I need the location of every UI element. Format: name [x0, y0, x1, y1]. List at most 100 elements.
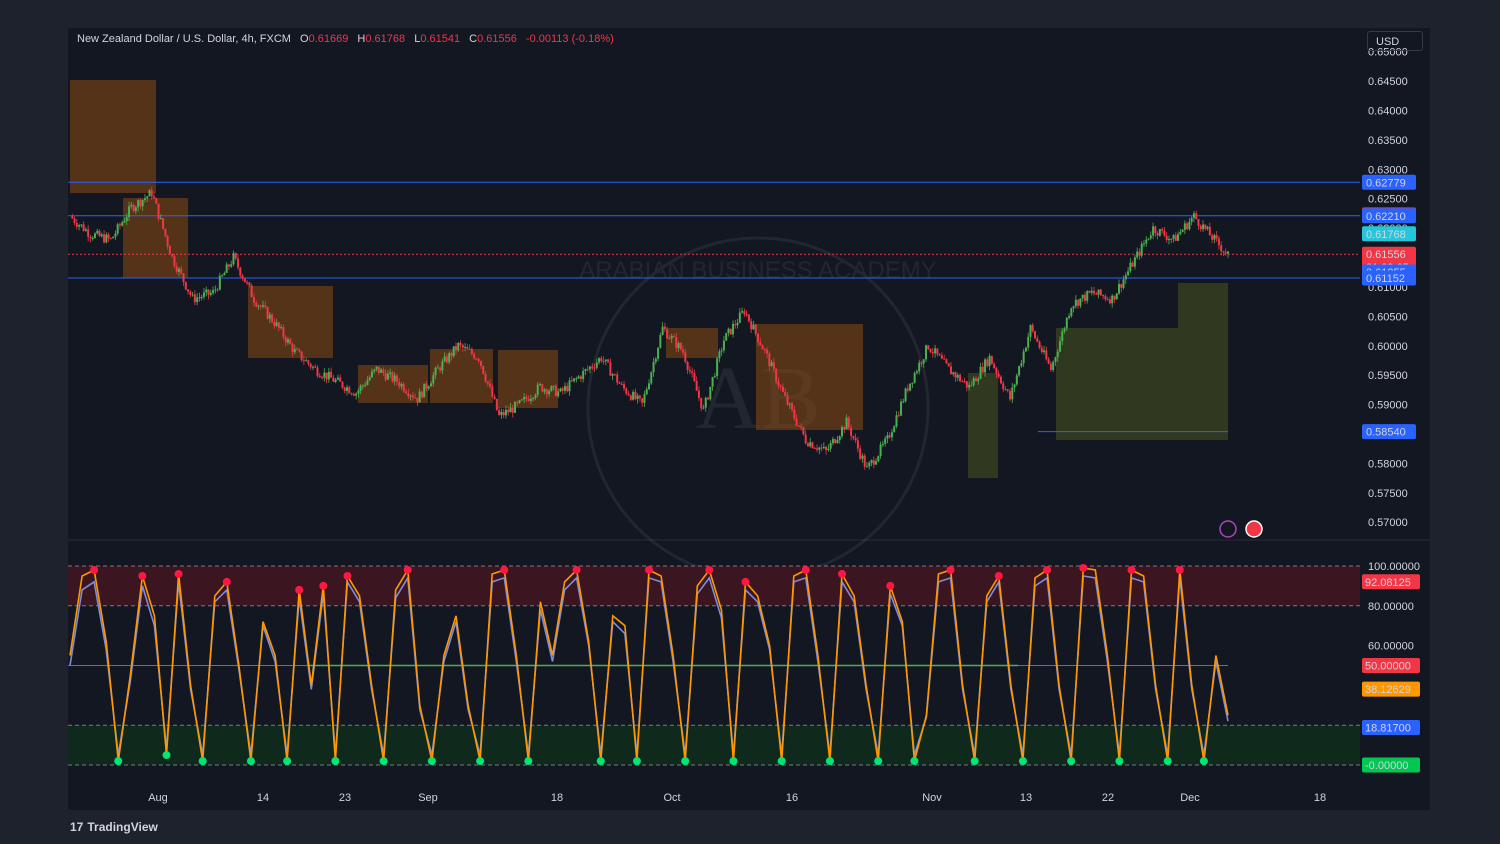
price-level-label: 0.61768 — [1366, 229, 1406, 241]
candle-body — [886, 435, 889, 439]
oversold-signal-dot — [476, 757, 485, 766]
oversold-signal-dot — [681, 757, 690, 766]
candle-body — [262, 305, 264, 307]
stoch-value-label: 38.12629 — [1365, 684, 1411, 696]
candle-body — [1102, 295, 1105, 297]
candle-body — [221, 275, 224, 277]
candle-body — [1095, 293, 1098, 295]
candle-body — [191, 294, 194, 296]
candle-body — [439, 367, 442, 371]
candle-body — [1122, 279, 1125, 288]
candle-body — [554, 385, 557, 397]
chart-svg[interactable]: ABARABIAN BUSINESS ACADEMY0.650000.64500… — [68, 28, 1430, 810]
candle-body — [620, 383, 623, 385]
candle-body — [364, 384, 367, 386]
candle-body — [395, 375, 398, 382]
candle-body — [193, 294, 196, 303]
candle-body — [893, 426, 896, 433]
candle-body — [1213, 235, 1216, 240]
candle-body — [355, 393, 358, 396]
candle-body — [159, 218, 162, 220]
candle-body — [816, 448, 819, 450]
candle-body — [906, 388, 909, 391]
overbought-signal-dot — [1079, 563, 1088, 572]
overbought-signal-dot — [500, 565, 509, 574]
candle-body — [1188, 221, 1191, 230]
candle-body — [71, 216, 74, 219]
candle-body — [525, 397, 528, 400]
overbought-signal-dot — [403, 565, 412, 574]
candle-body — [1202, 224, 1205, 230]
candle-body — [645, 389, 648, 395]
candle-body — [250, 285, 253, 298]
candle-body — [75, 222, 78, 227]
candle-body — [327, 371, 330, 380]
candle-body — [600, 358, 603, 361]
candle-body — [452, 346, 455, 357]
oversold-signal-dot — [283, 757, 292, 766]
open-value: 0.61669 — [308, 33, 349, 45]
candle-body — [255, 302, 258, 307]
candle-body — [895, 415, 898, 427]
candle-body — [196, 297, 199, 303]
candle-body — [298, 349, 301, 352]
candle-body — [89, 236, 92, 239]
candle-body — [561, 388, 564, 391]
demand-zone — [1056, 328, 1228, 440]
supply-zone — [248, 286, 333, 358]
candle-body — [366, 380, 369, 385]
candle-body — [627, 393, 630, 396]
candle-body — [445, 356, 448, 363]
time-tick-label: 14 — [257, 792, 269, 804]
candle-body — [834, 439, 837, 444]
candle-body — [638, 395, 641, 399]
candle-body — [441, 361, 444, 371]
candle-body — [339, 377, 342, 382]
candle-body — [727, 328, 730, 333]
candle-body — [461, 344, 464, 348]
candle-body — [1018, 366, 1021, 376]
stoch-value-badge — [1362, 574, 1420, 590]
high-label: H — [357, 33, 366, 45]
candle-body — [130, 204, 133, 207]
candle-body — [831, 439, 834, 443]
candle-body — [918, 362, 921, 372]
tradingview-logo[interactable]: 17 TradingView — [70, 820, 158, 834]
candle-body — [1011, 387, 1014, 400]
overbought-signal-dot — [1175, 565, 1184, 574]
candle-body — [80, 224, 83, 226]
candle-body — [98, 230, 101, 237]
chart-frame[interactable]: ABARABIAN BUSINESS ACADEMY0.650000.64500… — [68, 28, 1430, 810]
candle-body — [352, 393, 355, 396]
oversold-signal-dot — [1018, 757, 1027, 766]
candle-body — [128, 206, 131, 218]
candle-body — [114, 233, 117, 237]
candle-body — [607, 359, 610, 363]
candle-body — [791, 403, 794, 410]
candle-body — [498, 409, 501, 415]
candle-body — [443, 356, 446, 362]
candle-body — [1079, 298, 1082, 306]
candle-body — [507, 409, 510, 413]
candle-body — [380, 369, 383, 373]
candle-body — [348, 387, 351, 394]
candle-body — [1165, 235, 1168, 240]
candle-body — [872, 460, 875, 465]
candle-body — [856, 440, 859, 449]
candle-body — [377, 366, 380, 373]
candle-body — [809, 442, 812, 447]
supply-zone — [756, 324, 863, 430]
candle-body — [486, 381, 489, 384]
candle-body — [93, 233, 96, 238]
candle-body — [693, 373, 696, 382]
currency-button[interactable]: USD — [1367, 31, 1423, 51]
candle-body — [332, 377, 335, 382]
candle-body — [1093, 290, 1096, 294]
candle-body — [1179, 232, 1182, 235]
candle-body — [968, 384, 971, 388]
candle-body — [738, 312, 741, 323]
candle-body — [459, 343, 462, 345]
candle-body — [750, 321, 753, 330]
candle-body — [990, 355, 993, 365]
candle-body — [900, 401, 903, 416]
